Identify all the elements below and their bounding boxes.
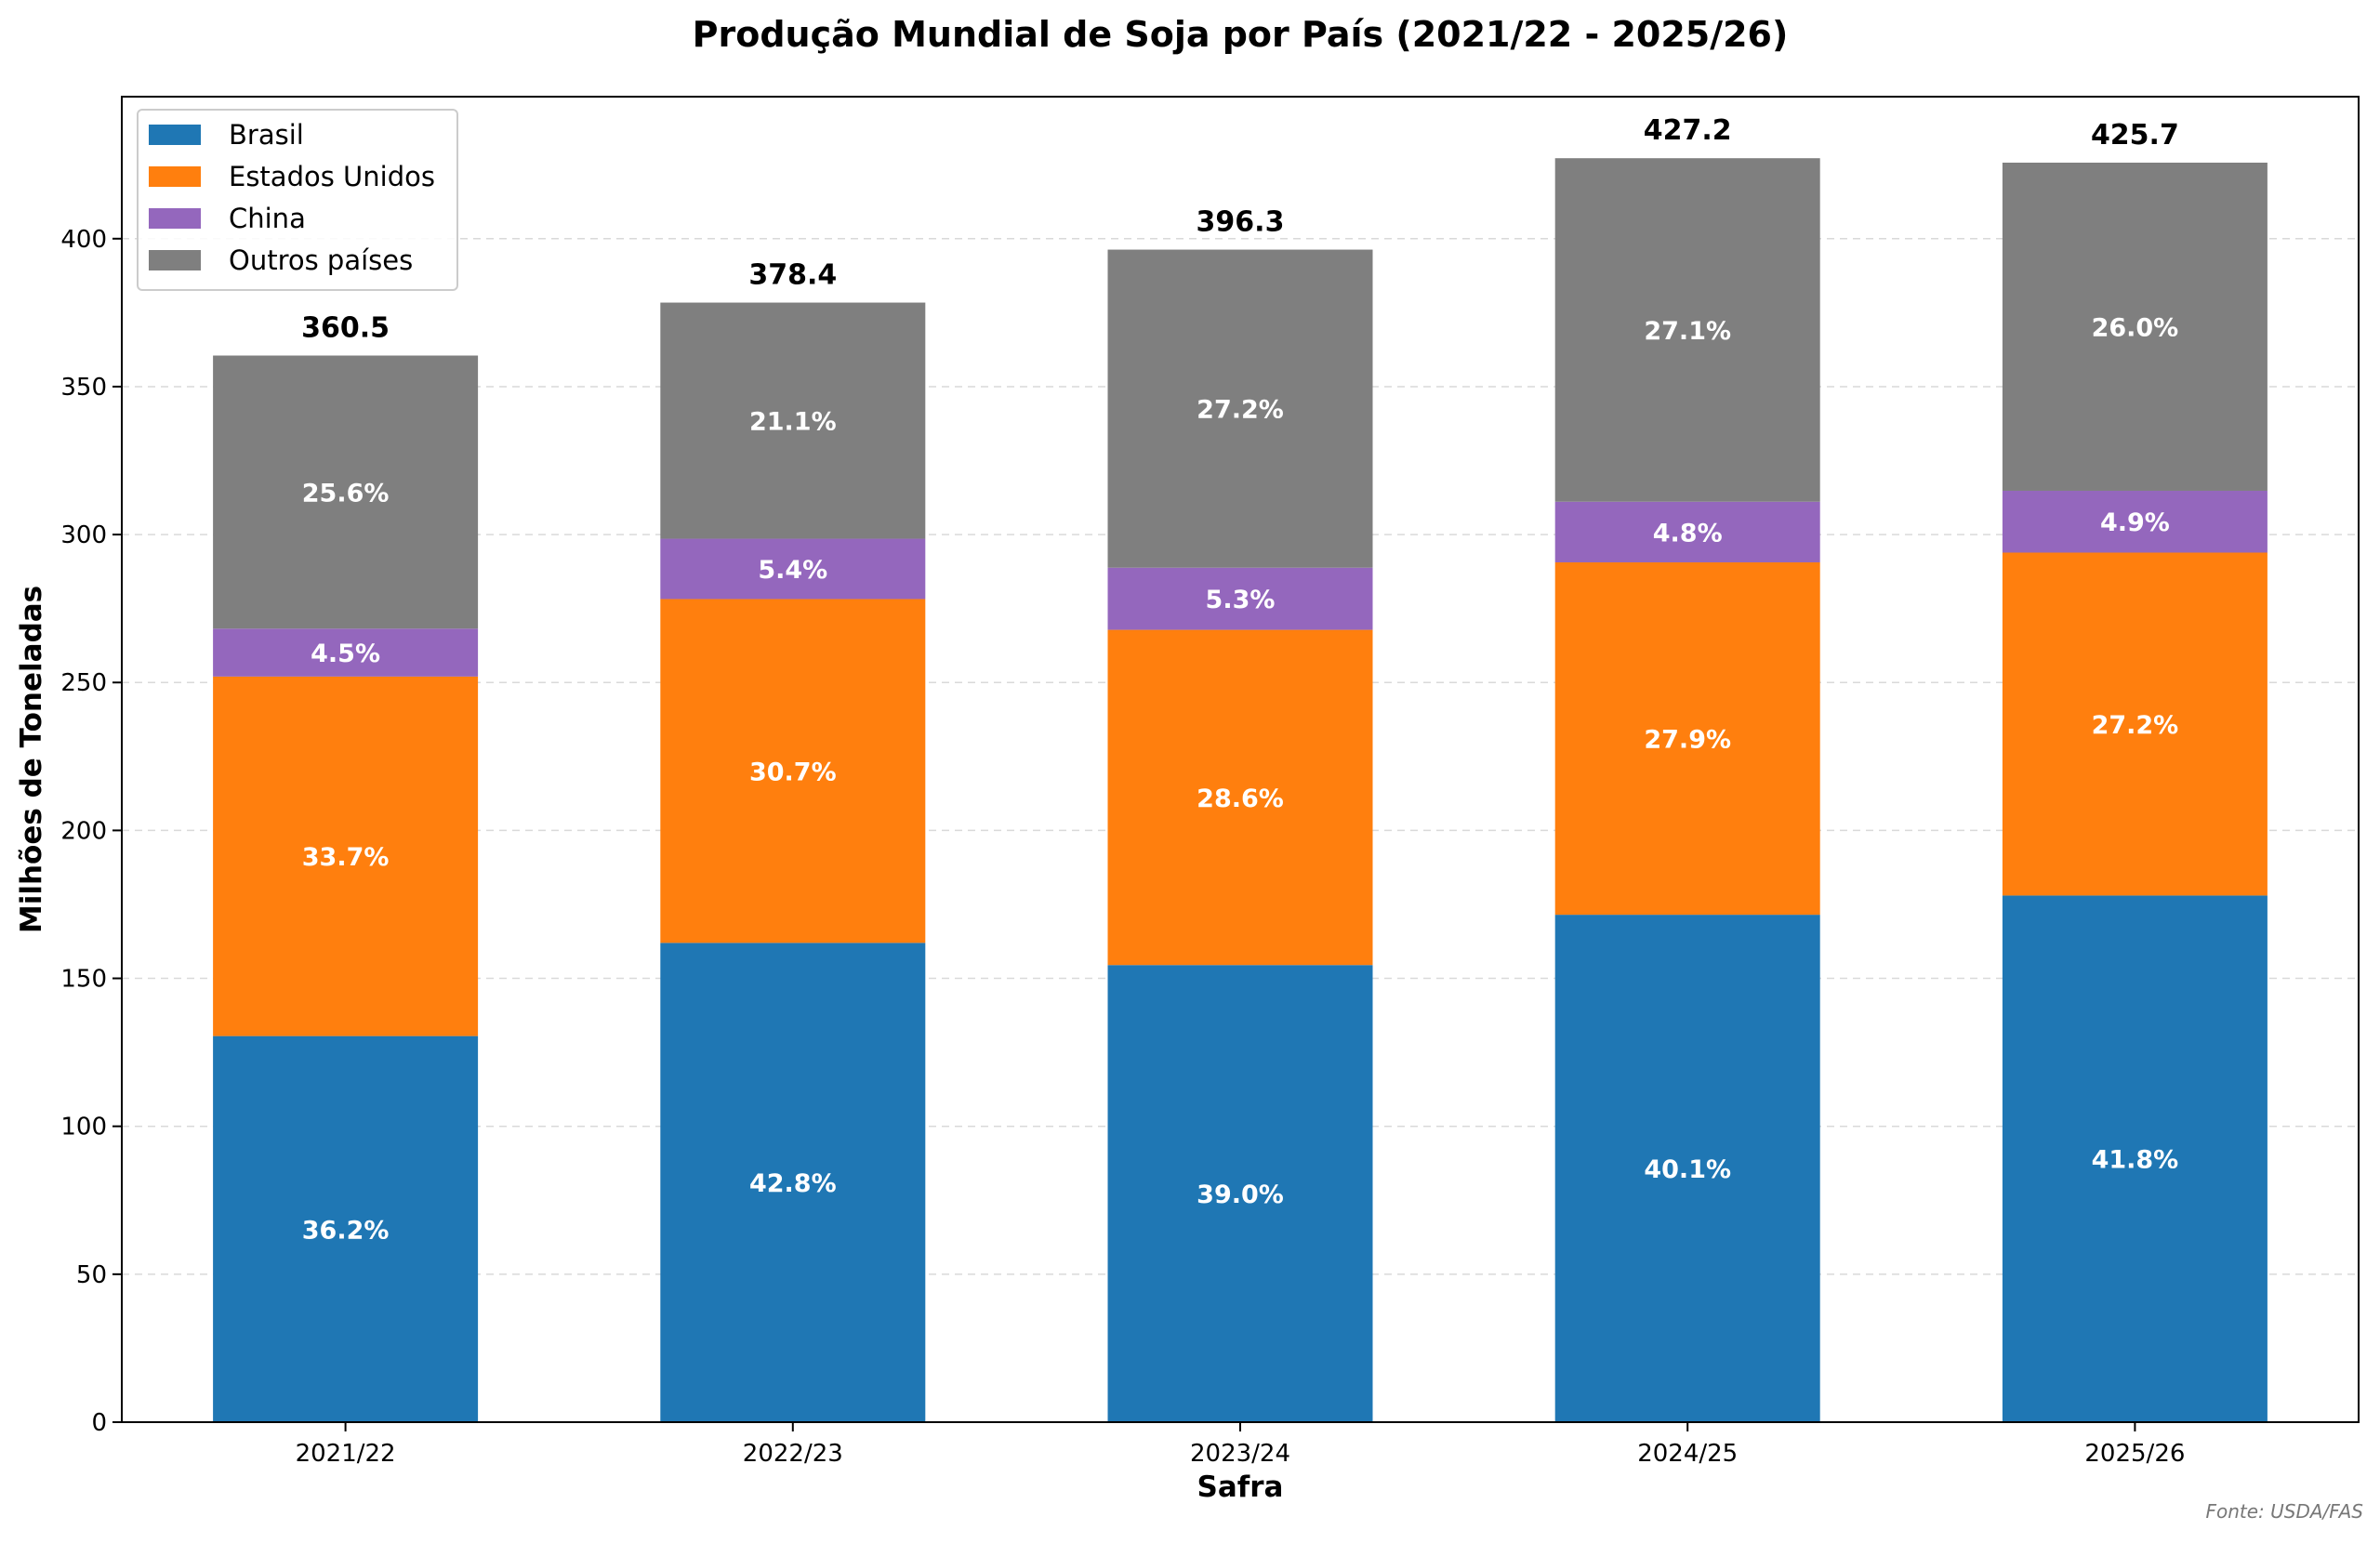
total-label: 396.3 [1197,206,1285,239]
bar-segment [2002,162,2268,491]
bar-segment [213,676,479,1036]
bar-segment [213,628,479,677]
y-tick-label: 350 [60,374,107,402]
bar-segment [1554,562,1820,916]
y-tick-label: 100 [60,1114,107,1141]
y-tick-label: 150 [60,966,107,994]
grid-lines [122,238,2359,1275]
total-label: 360.5 [301,312,390,345]
legend-label: Estados Unidos [229,161,435,192]
bar-segment [213,355,479,629]
percent-label: 27.2% [2092,711,2179,740]
y-tick-label: 300 [60,521,107,549]
source-note: Fonte: USDA/FAS [2205,1500,2363,1523]
y-tick-label: 50 [76,1261,107,1289]
total-label: 425.7 [2091,119,2179,152]
percent-label: 27.1% [1644,317,1731,346]
percent-label: 36.2% [302,1216,390,1245]
percent-label: 26.0% [2092,313,2179,342]
y-tick-label: 0 [91,1409,107,1437]
percent-label: 4.5% [311,640,380,668]
bar-segment [213,1035,479,1422]
percent-label: 5.4% [758,556,827,585]
percent-label: 27.9% [1644,726,1731,755]
total-label: 427.2 [1644,114,1732,147]
legend-swatch [149,208,201,229]
legend-label: China [229,203,306,234]
bar-segment [660,538,926,600]
bar-segment [2002,490,2268,553]
x-tick-label: 2022/23 [743,1440,843,1468]
legend-box [137,109,458,291]
percent-label: 41.8% [2092,1146,2179,1175]
percent-label: 4.8% [1653,519,1723,547]
percent-label: 5.3% [1206,586,1276,614]
legend-swatch [149,250,201,270]
bar-segment [2002,895,2268,1422]
percent-label: 30.7% [749,758,837,786]
percent-label: 42.8% [749,1169,837,1198]
percent-label: 27.2% [1197,396,1284,425]
bar-segment [660,302,926,539]
x-tick-label: 2023/24 [1190,1440,1290,1468]
y-tick-label: 200 [60,817,107,845]
bar-segment [1107,629,1373,966]
legend-label: Brasil [229,119,304,151]
y-tick-label: 250 [60,669,107,697]
bar-segment [1107,567,1373,630]
x-tick-label: 2021/22 [296,1440,396,1468]
bar-segment [1554,915,1820,1422]
x-tick-label: 2025/26 [2084,1440,2185,1468]
percent-label: 25.6% [302,479,390,508]
total-label: 378.4 [748,259,837,292]
legend: Brasil Estados Unidos China Outros países [137,109,458,291]
percent-label: 39.0% [1197,1180,1284,1209]
y-tick-label: 400 [60,226,107,254]
percent-label: 33.7% [302,843,390,872]
bar-segment [1554,158,1820,502]
x-axis-label: Safra [1197,1470,1284,1504]
bar-segment [1107,965,1373,1422]
percent-label: 4.9% [2100,508,2170,537]
bar-segment [660,943,926,1422]
percent-label: 21.1% [749,408,837,437]
bar-segment [2002,552,2268,896]
legend-label: Outros países [229,244,413,276]
y-axis-label: Milhões de Toneladas [15,586,48,933]
percent-label: 40.1% [1644,1155,1731,1184]
chart-title: Produção Mundial de Soja por País (2021/… [693,14,1789,55]
legend-swatch [149,125,201,145]
legend-swatch [149,166,201,187]
axes: 0 50 100 150 200 250 300 350 400 2021/22 2022/23 20… [60,226,2185,1468]
bar-labels: 36.2% 33.7% 4.5% 25.6% 360.5 42.8% 30.7% 5.4% 21… [301,114,2179,1245]
bar-segment [1107,249,1373,568]
bar-segment [660,599,926,943]
bar-segment [1554,501,1820,563]
x-tick-label: 2024/25 [1637,1440,1738,1468]
percent-label: 28.6% [1197,785,1284,813]
bar-group [213,158,2268,1422]
